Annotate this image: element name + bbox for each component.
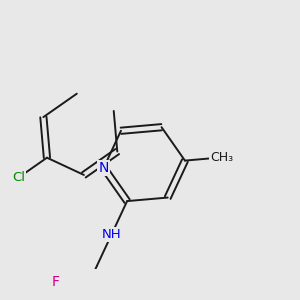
- Text: N: N: [98, 161, 109, 175]
- Text: F: F: [52, 275, 60, 289]
- Text: Cl: Cl: [12, 171, 25, 184]
- Text: CH₃: CH₃: [210, 151, 233, 164]
- Text: NH: NH: [102, 228, 122, 241]
